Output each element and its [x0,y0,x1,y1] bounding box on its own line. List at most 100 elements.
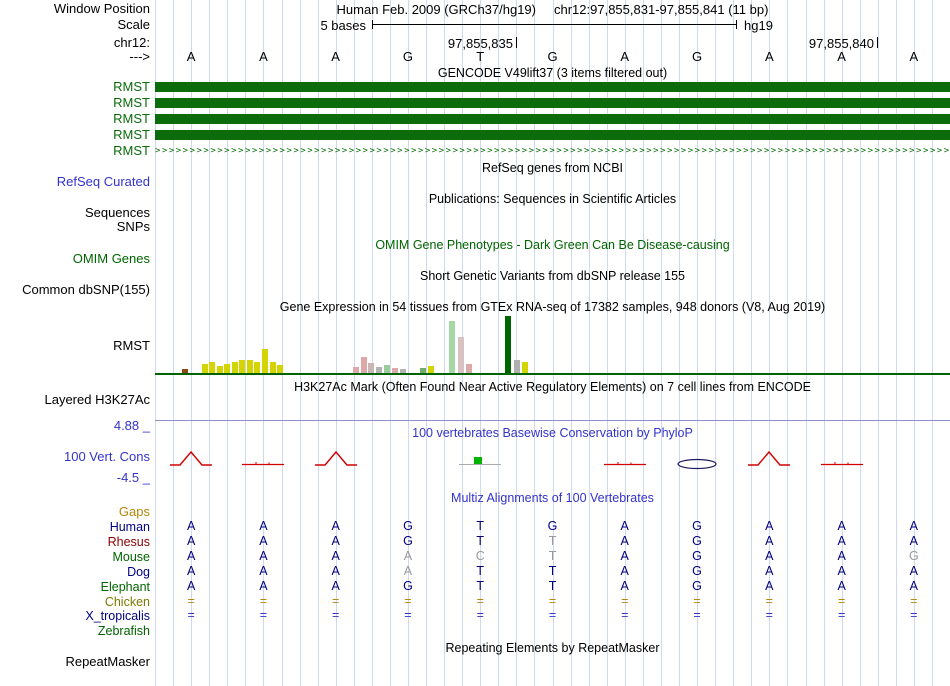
gridline [335,0,337,686]
alignment-letter: G [403,519,413,533]
h3k27ac-baseline [155,420,950,421]
alignment-letter: = [765,608,773,623]
gencode-gene-label[interactable]: RMST [113,79,150,94]
gencode-transcript-bar[interactable] [155,114,950,124]
gtex-expression-bar[interactable] [514,360,520,373]
gencode-transcript-bar[interactable] [155,130,950,140]
gtex-expression-bar[interactable] [277,365,283,373]
alignment-letter: = [404,593,412,608]
gtex-expression-bar[interactable] [392,368,398,373]
window-position-label: Window Position [53,1,150,16]
alignment-letter: A [331,519,340,533]
gencode-intron-arrow-line[interactable]: >>>>>>>>>>>>>>>>>>>>>>>>>>>>>>>>>>>>>>>>… [155,147,950,155]
gtex-expression-bar[interactable] [428,366,434,373]
ruler-base-letter: A [620,49,630,64]
genome-assembly-tag: hg19 [744,18,773,33]
gtex-expression-bar[interactable] [270,362,276,373]
gencode-gene-label[interactable]: RMST [113,127,150,142]
gridline [624,0,626,686]
ruler-base-letter: A [186,49,196,64]
common-dbsnp-label[interactable]: Common dbSNP(155) [22,282,150,297]
gridline [263,0,265,686]
species-label-chicken[interactable]: Chicken [104,594,150,609]
ruler-base-letter: T [476,49,485,64]
gridline [805,0,807,686]
gtex-expression-bar[interactable] [384,365,390,373]
species-label-x_tropicalis[interactable]: X_tropicalis [85,609,150,624]
gridline [931,0,933,686]
gtex-expression-bar[interactable] [368,363,374,373]
species-label-human[interactable]: Human [109,520,150,534]
gridline [733,0,735,686]
gridline [155,0,156,686]
alignment-letter: A [620,578,629,593]
gtex-expression-bar[interactable] [522,362,528,373]
gtex-expression-bar[interactable] [262,349,268,373]
gtex-expression-bar[interactable] [182,369,188,373]
phylop-glyph-flat [603,462,646,466]
species-label-rhesus[interactable]: Rhesus [107,534,150,549]
gridline [588,0,590,686]
refseq-track-title: RefSeq genes from NCBI [481,161,624,175]
gtex-expression-bar[interactable] [353,367,359,373]
alignment-letter: A [186,548,196,563]
alignment-letter: = [765,593,773,608]
ruler-base-letter: G [402,49,413,64]
gtex-expression-bar[interactable] [458,337,464,373]
alignment-letter: A [909,519,918,533]
species-label-dog[interactable]: Dog [127,564,150,579]
gencode-gene-label[interactable]: RMST [113,95,150,110]
alignment-letter: = [693,608,701,623]
alignment-letter: G [692,548,702,563]
gtex-expression-bar[interactable] [247,360,253,373]
gridline [697,0,698,686]
gtex-expression-bar[interactable] [361,357,367,373]
refseq-curated-label[interactable]: RefSeq Curated [56,174,150,189]
sequences-label[interactable]: Sequences [84,205,150,220]
gencode-transcript-bar[interactable] [155,82,950,92]
gtex-gene-label[interactable]: RMST [113,338,150,353]
alignment-letter: = [910,593,918,608]
gtex-expression-bar[interactable] [505,316,511,373]
gtex-expression-bar[interactable] [466,364,472,373]
alignment-letter: A [331,548,340,563]
species-label-zebrafish[interactable]: Zebrafish [97,624,150,639]
window-position-text: chr12:97,855,831-97,855,841 (11 bp) [554,2,769,17]
alignment-letter: = [621,608,629,623]
alignment-letter: A [837,533,846,548]
gencode-gene-label[interactable]: RMST [113,111,150,126]
gtex-expression-bar[interactable] [400,369,406,373]
gaps-label[interactable]: Gaps [118,504,150,519]
gencode-gene-label[interactable]: RMST [113,143,150,158]
phylop-glyph-square [459,457,502,465]
alignment-letter: A [331,533,340,548]
gtex-expression-bar[interactable] [217,366,223,373]
gtex-expression-bar[interactable] [420,368,426,373]
gtex-expression-bar[interactable] [232,362,238,373]
gtex-expression-bar[interactable] [449,321,455,373]
species-label-elephant[interactable]: Elephant [100,579,150,594]
gridline [209,0,211,686]
alignment-letter: A [765,548,774,563]
alignment-letter: A [909,563,918,578]
gtex-expression-bar[interactable] [254,362,260,373]
alignment-letter: A [620,533,629,548]
vert-cons-label[interactable]: 100 Vert. Cons [64,449,150,464]
gtex-expression-bar[interactable] [209,362,215,373]
alignment-letter: = [404,608,412,623]
snps-label[interactable]: SNPs [116,219,150,234]
alignment-letter: A [259,563,268,578]
repeatmasker-label[interactable]: RepeatMasker [65,654,150,669]
gtex-expression-bar[interactable] [224,364,230,373]
gtex-expression-bar[interactable] [239,360,245,373]
gtex-expression-bar[interactable] [202,364,208,373]
gtex-expression-bar[interactable] [376,367,382,373]
conservation-max-value: 4.88 _ [113,418,150,433]
gridline [426,0,427,686]
layered-h3k27ac-label[interactable]: Layered H3K27Ac [44,392,150,407]
species-label-mouse[interactable]: Mouse [112,549,150,564]
alignment-letter: = [837,593,846,608]
gencode-transcript-bar[interactable] [155,98,950,108]
ruler-base-letter: A [259,49,268,64]
omim-genes-label[interactable]: OMIM Genes [72,251,150,266]
